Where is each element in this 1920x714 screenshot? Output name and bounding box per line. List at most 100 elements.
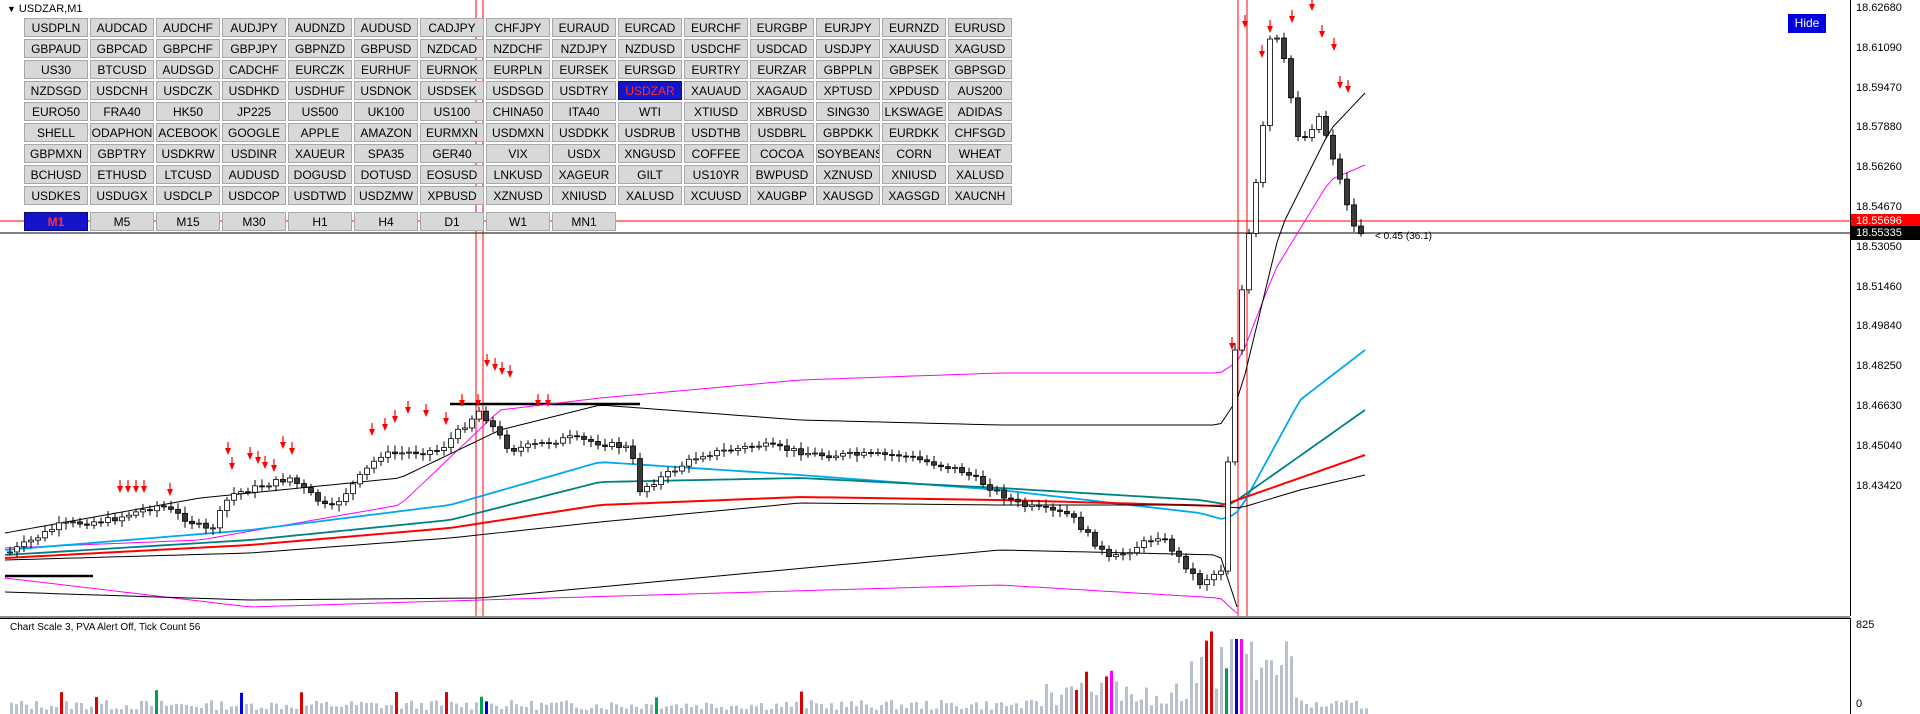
symbol-button[interactable]: BWPUSD [750, 165, 814, 184]
symbol-button[interactable]: LNKUSD [486, 165, 550, 184]
symbol-button[interactable]: GBPAUD [24, 39, 88, 58]
timeframe-button-d1[interactable]: D1 [420, 212, 484, 231]
symbol-button[interactable]: AUDSGD [156, 60, 220, 79]
symbol-button[interactable]: USDX [552, 144, 616, 163]
timeframe-button-h1[interactable]: H1 [288, 212, 352, 231]
symbol-button[interactable]: CHINA50 [486, 102, 550, 121]
panel-separator[interactable] [0, 616, 1850, 618]
symbol-button[interactable]: EURCAD [618, 18, 682, 37]
timeframe-button-mn1[interactable]: MN1 [552, 212, 616, 231]
symbol-button[interactable]: XZNUSD [816, 165, 880, 184]
symbol-button[interactable]: USDRUB [618, 123, 682, 142]
timeframe-button-m1[interactable]: M1 [24, 212, 88, 231]
symbol-button[interactable]: GBPJPY [222, 39, 286, 58]
symbol-button[interactable]: CHFJPY [486, 18, 550, 37]
symbol-button[interactable]: LTCUSD [156, 165, 220, 184]
symbol-button[interactable]: HK50 [156, 102, 220, 121]
symbol-button[interactable]: ACEBOOK [156, 123, 220, 142]
symbol-button[interactable]: XBRUSD [750, 102, 814, 121]
timeframe-button-m5[interactable]: M5 [90, 212, 154, 231]
symbol-button[interactable]: SOYBEANS [816, 144, 880, 163]
symbol-button[interactable]: USDKRW [156, 144, 220, 163]
symbol-button[interactable]: GBPSGD [948, 60, 1012, 79]
symbol-button[interactable]: ODAPHON [90, 123, 154, 142]
symbol-button[interactable]: USDTWD [288, 186, 352, 205]
symbol-button[interactable]: EURAUD [552, 18, 616, 37]
symbol-button[interactable]: NZDCAD [420, 39, 484, 58]
timeframe-button-w1[interactable]: W1 [486, 212, 550, 231]
symbol-button[interactable]: AUDNZD [288, 18, 352, 37]
symbol-button[interactable]: EURDKK [882, 123, 946, 142]
symbol-button[interactable]: EURSEK [552, 60, 616, 79]
symbol-button[interactable]: USDJPY [816, 39, 880, 58]
symbol-button[interactable]: COFFEE [684, 144, 748, 163]
symbol-button[interactable]: NZDUSD [618, 39, 682, 58]
symbol-button[interactable]: LKSWAGE [882, 102, 946, 121]
symbol-button[interactable]: USDKES [24, 186, 88, 205]
symbol-button[interactable]: JP225 [222, 102, 286, 121]
symbol-button[interactable]: US100 [420, 102, 484, 121]
timeframe-button-h4[interactable]: H4 [354, 212, 418, 231]
symbol-button[interactable]: WHEAT [948, 144, 1012, 163]
symbol-button[interactable]: XAUCNH [948, 186, 1012, 205]
symbol-button[interactable]: XTIUSD [684, 102, 748, 121]
symbol-button[interactable]: GBPCAD [90, 39, 154, 58]
symbol-button[interactable]: USDCAD [750, 39, 814, 58]
symbol-button[interactable]: XAUSGD [816, 186, 880, 205]
symbol-button[interactable]: EURPLN [486, 60, 550, 79]
symbol-button[interactable]: GBPSEK [882, 60, 946, 79]
symbol-button[interactable]: XNGUSD [618, 144, 682, 163]
symbol-button[interactable]: XAGEUR [552, 165, 616, 184]
symbol-button[interactable]: EOSUSD [420, 165, 484, 184]
symbol-button[interactable]: XNIUSD [552, 186, 616, 205]
symbol-button[interactable]: XPTUSD [816, 81, 880, 100]
symbol-button[interactable]: DOGUSD [288, 165, 352, 184]
symbol-button[interactable]: XAUGBP [750, 186, 814, 205]
symbol-button[interactable]: EURCHF [684, 18, 748, 37]
symbol-button[interactable]: GER40 [420, 144, 484, 163]
symbol-button[interactable]: DOTUSD [354, 165, 418, 184]
symbol-button[interactable]: EURO50 [24, 102, 88, 121]
symbol-button[interactable]: FRA40 [90, 102, 154, 121]
symbol-button[interactable]: XPBUSD [420, 186, 484, 205]
symbol-button[interactable]: USDINR [222, 144, 286, 163]
symbol-button[interactable]: VIX [486, 144, 550, 163]
symbol-button[interactable]: NZDSGD [24, 81, 88, 100]
symbol-button[interactable]: USDSGD [486, 81, 550, 100]
symbol-button[interactable]: AMAZON [354, 123, 418, 142]
timeframe-button-m15[interactable]: M15 [156, 212, 220, 231]
symbol-button[interactable]: AUDJPY [222, 18, 286, 37]
symbol-button[interactable]: XALUSD [948, 165, 1012, 184]
symbol-button[interactable]: USDHKD [222, 81, 286, 100]
symbol-button[interactable]: XAGSGD [882, 186, 946, 205]
symbol-button[interactable]: USDNOK [354, 81, 418, 100]
symbol-button[interactable]: BCHUSD [24, 165, 88, 184]
symbol-button[interactable]: GILT [618, 165, 682, 184]
symbol-button[interactable]: XPDUSD [882, 81, 946, 100]
symbol-button[interactable]: SPA35 [354, 144, 418, 163]
symbol-button[interactable]: EURJPY [816, 18, 880, 37]
symbol-button[interactable]: BTCUSD [90, 60, 154, 79]
symbol-button[interactable]: NZDCHF [486, 39, 550, 58]
symbol-button[interactable]: USDPLN [24, 18, 88, 37]
indicator-panel[interactable] [0, 618, 1851, 714]
symbol-button[interactable]: CADCHF [222, 60, 286, 79]
symbol-button[interactable]: EURMXN [420, 123, 484, 142]
symbol-button[interactable]: XNIUSD [882, 165, 946, 184]
symbol-button[interactable]: GBPNZD [288, 39, 352, 58]
symbol-button[interactable]: XALUSD [618, 186, 682, 205]
symbol-button[interactable]: USDMXN [486, 123, 550, 142]
symbol-button[interactable]: ITA40 [552, 102, 616, 121]
symbol-button[interactable]: EURHUF [354, 60, 418, 79]
dropdown-arrow-icon[interactable]: ▼ [7, 4, 16, 14]
symbol-button[interactable]: USDTRY [552, 81, 616, 100]
symbol-button[interactable]: EURUSD [948, 18, 1012, 37]
symbol-button[interactable]: USDSEK [420, 81, 484, 100]
symbol-button[interactable]: USDCOP [222, 186, 286, 205]
symbol-button[interactable]: NZDJPY [552, 39, 616, 58]
symbol-button[interactable]: EURGBP [750, 18, 814, 37]
symbol-button[interactable]: XAGAUD [750, 81, 814, 100]
price-chart[interactable] [0, 0, 1850, 616]
symbol-button[interactable]: GBPTRY [90, 144, 154, 163]
symbol-button[interactable]: XZNUSD [486, 186, 550, 205]
